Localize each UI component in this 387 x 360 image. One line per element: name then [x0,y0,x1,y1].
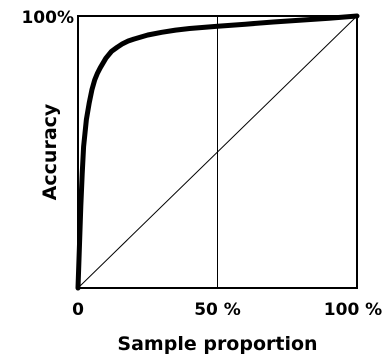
x-tick-label: 100 % [324,300,382,320]
x-tick-label: 0 [72,300,84,320]
y-axis-label: Accuracy [39,103,61,200]
x-axis-label: Sample proportion [117,333,317,355]
x-tick-label: 50 % [194,300,241,320]
diagonal-reference-line [77,15,358,289]
accuracy-curve [75,13,360,291]
y-tick-label: 100% [21,8,74,28]
